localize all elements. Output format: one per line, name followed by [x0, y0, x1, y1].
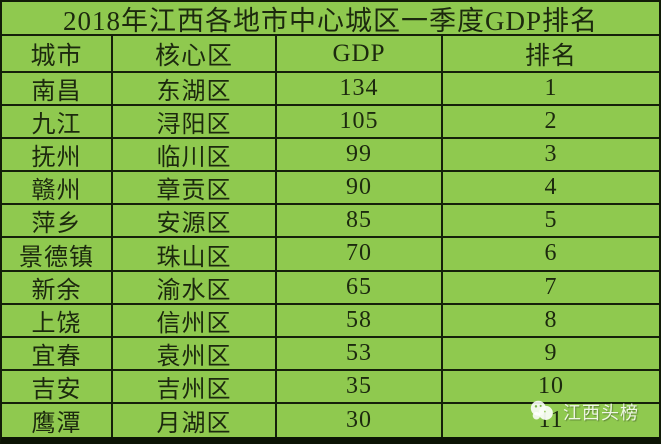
cell-district: 渝水区 [113, 271, 277, 305]
cell-district: 安源区 [113, 205, 277, 239]
cell-rank: 11 [538, 406, 564, 433]
cell-rank: 8 [443, 305, 659, 338]
cell-gdp: 134 [277, 73, 443, 107]
cell-city: 宜春 [2, 337, 113, 371]
cell-rank: 4 [443, 172, 659, 206]
cell-district: 信州区 [113, 304, 277, 338]
cell-gdp: 30 [277, 403, 443, 437]
cell-district: 珠山区 [113, 238, 277, 272]
cell-district: 章贡区 [113, 172, 277, 206]
cell-district: 月湖区 [113, 403, 277, 437]
table-title: 2018年江西各地市中心城区一季度GDP排名 [2, 2, 659, 36]
cell-city: 赣州 [2, 172, 113, 206]
column-header-rank: 排名 [443, 36, 659, 73]
cell-gdp: 85 [277, 205, 443, 239]
cell-gdp: 90 [277, 172, 443, 206]
cell-city: 南昌 [2, 73, 113, 107]
cell-gdp: 70 [277, 238, 443, 272]
cell-district: 浔阳区 [113, 106, 277, 140]
cell-rank: 10 [443, 371, 659, 404]
cell-district: 临川区 [113, 139, 277, 173]
cell-gdp: 35 [277, 370, 443, 404]
column-header-city: 城市 [2, 36, 113, 73]
cell-rank: 9 [443, 338, 659, 371]
cell-gdp: 65 [277, 271, 443, 305]
cell-district: 东湖区 [113, 73, 277, 107]
cell-rank: 3 [443, 139, 659, 173]
cell-district: 袁州区 [113, 337, 277, 371]
cell-city: 九江 [2, 106, 113, 140]
cell-rank: 1 [443, 73, 659, 107]
cell-city: 抚州 [2, 139, 113, 173]
cell-city: 吉安 [2, 370, 113, 404]
cell-gdp: 53 [277, 337, 443, 371]
cell-district: 吉州区 [113, 370, 277, 404]
cell-rank: 7 [443, 272, 659, 305]
column-header-gdp: GDP [277, 36, 443, 73]
column-header-district: 核心区 [113, 36, 277, 73]
cell-gdp: 99 [277, 139, 443, 173]
cell-rank: 5 [443, 205, 659, 239]
cell-city: 萍乡 [2, 205, 113, 239]
gdp-ranking-table: 2018年江西各地市中心城区一季度GDP排名 城市 核心区 GDP 排名 南昌 … [2, 2, 659, 437]
cell-gdp: 58 [277, 304, 443, 338]
cell-rank: 6 [443, 238, 659, 272]
cell-city: 上饶 [2, 304, 113, 338]
cell-city: 景德镇 [2, 238, 113, 272]
cell-gdp: 105 [277, 106, 443, 140]
cell-city: 新余 [2, 271, 113, 305]
cell-rank: 2 [443, 106, 659, 140]
cell-city: 鹰潭 [2, 403, 113, 437]
